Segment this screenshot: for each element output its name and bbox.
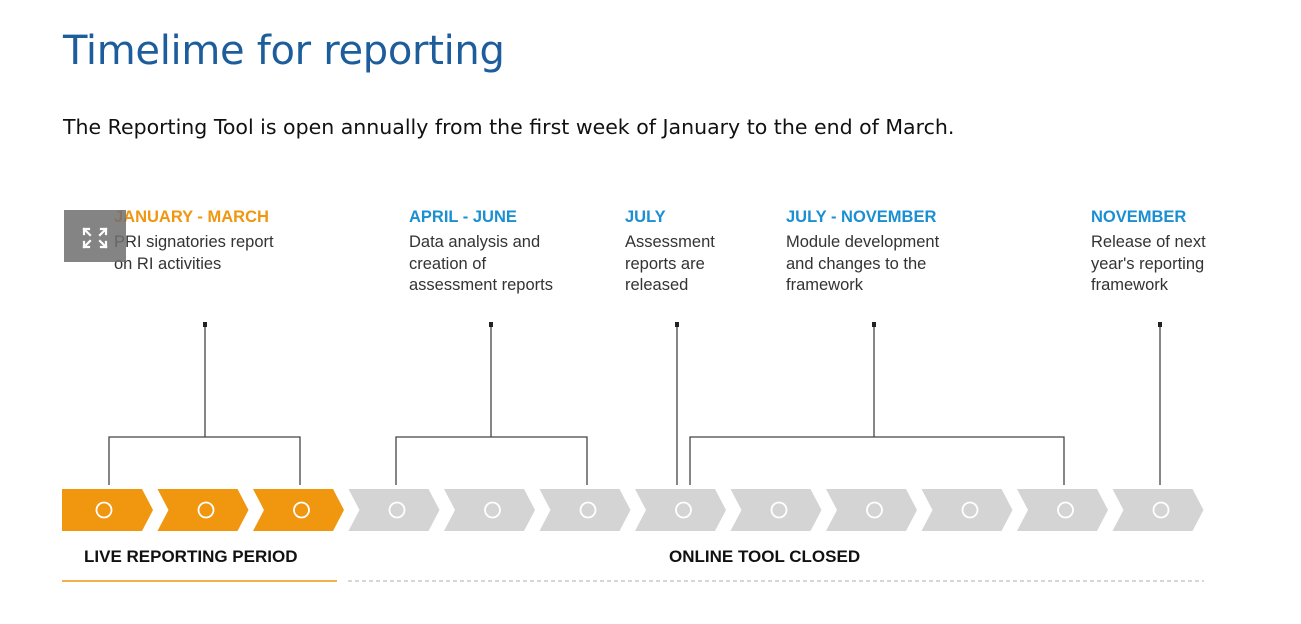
month-marker (484, 501, 501, 519)
phase-title: APRIL - JUNE (409, 208, 517, 226)
phase-line: year's reporting (1091, 254, 1205, 273)
month-chevron (348, 489, 440, 531)
expand-arrows-icon (82, 227, 108, 249)
phase-line: assessment reports (409, 276, 553, 294)
phase-title: JULY (625, 208, 666, 226)
month-chevron (157, 489, 249, 531)
connector-dots (203, 322, 1162, 327)
phase-line: and changes to the (786, 254, 927, 273)
closed-period-label: ONLINE TOOL CLOSED (669, 547, 861, 566)
month-marker (1152, 501, 1170, 519)
phase-july: JULY Assessment reports are released (625, 208, 715, 297)
phase-november: NOVEMBER Release of next year's reportin… (1091, 208, 1206, 297)
intro-text: The Reporting Tool is open annually from… (63, 115, 955, 139)
phase-january-march: JANUARY - MARCH PRI signatories report o… (114, 208, 274, 275)
month-chevron (539, 489, 631, 531)
phase-description: Data analysis and creation of assessment… (409, 232, 553, 297)
connector-dot (1158, 322, 1162, 327)
month-chevron (921, 489, 1013, 531)
month-chevron (62, 489, 153, 531)
month-chevron (730, 489, 822, 531)
phase-description: PRI signatories report on RI activities (114, 232, 274, 275)
phase-title: NOVEMBER (1091, 208, 1187, 226)
month-marker (388, 501, 406, 519)
phase-line: Assessment (625, 233, 715, 251)
connector-dot (872, 322, 876, 327)
phase-description: Release of next year's reporting framewo… (1091, 232, 1206, 297)
month-marker (95, 501, 113, 519)
connector-bracket (108, 436, 301, 485)
live-period-label: LIVE REPORTING PERIOD (84, 547, 298, 566)
connector-dot (489, 322, 493, 327)
phase-line: Release of next (1091, 233, 1206, 251)
phase-description: Assessment reports are released (625, 232, 715, 297)
connector-dot (203, 322, 207, 327)
connector-bracket (395, 436, 588, 485)
connector-bracket (689, 436, 1065, 485)
phase-description: Module development and changes to the fr… (786, 232, 939, 297)
phase-title: JANUARY - MARCH (114, 208, 269, 226)
phase-april-june: APRIL - JUNE Data analysis and creation … (409, 208, 553, 297)
month-marker (1057, 501, 1074, 519)
connectors (108, 326, 1161, 485)
month-marker (961, 501, 979, 519)
phase-july-november: JULY - NOVEMBER Module development and c… (786, 208, 939, 297)
month-marker (675, 501, 692, 519)
month-chevron (635, 489, 726, 531)
phase-line: framework (786, 276, 864, 294)
phase-line: creation of (409, 254, 487, 273)
month-marker (579, 501, 597, 519)
page-title: Timelime for reporting (63, 28, 505, 74)
month-marker (293, 501, 310, 519)
phase-line: released (625, 276, 689, 294)
phase-line: PRI signatories report (114, 233, 274, 251)
phase-line: on RI activities (114, 254, 222, 273)
month-chevron (1112, 489, 1204, 531)
phase-line: Data analysis and (409, 233, 541, 251)
month-chevrons (62, 489, 1204, 531)
phase-line: Module development (786, 233, 940, 251)
phase-line: reports are (625, 254, 705, 273)
month-chevron (444, 489, 535, 531)
month-marker (770, 501, 788, 519)
month-marker (197, 501, 215, 519)
month-chevron (253, 489, 344, 531)
month-marker (866, 501, 883, 519)
phase-title: JULY - NOVEMBER (786, 208, 937, 226)
connector-dot (675, 322, 679, 327)
month-chevron (1017, 489, 1108, 531)
phase-line: framework (1091, 276, 1169, 294)
expand-button[interactable] (64, 210, 126, 262)
month-chevron (826, 489, 917, 531)
